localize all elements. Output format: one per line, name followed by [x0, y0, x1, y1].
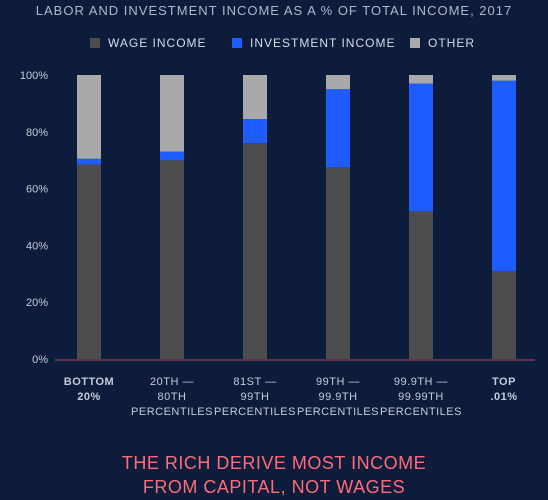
x-category-label: PERCENTILES: [380, 406, 462, 418]
y-tick-label: 100%: [20, 70, 48, 82]
x-category-label: TOP: [492, 376, 516, 388]
x-category-label: BOTTOM: [64, 376, 114, 388]
bar-segment-2-5: [492, 75, 516, 81]
y-tick-label: 40%: [26, 240, 48, 252]
y-tick-label: 80%: [26, 127, 48, 139]
bar-segment-2-4: [409, 75, 433, 84]
x-category-label: 81ST —: [233, 376, 276, 388]
x-category-label: 80TH: [158, 391, 187, 403]
legend-label-1: INVESTMENT INCOME: [250, 36, 395, 50]
x-axis-labels: BOTTOM 20% 20TH — 80TH PERCENTILES 81ST — 99TH…: [64, 376, 518, 418]
bar-segment-2-2: [243, 75, 267, 119]
bar-segment-2-1: [160, 75, 184, 152]
x-category-label: 99.99TH: [398, 391, 444, 403]
bar-segment-0-1: [160, 160, 184, 359]
x-category-label: PERCENTILES: [131, 406, 213, 418]
bar-segment-1-5: [492, 81, 516, 271]
bar-segment-0-4: [409, 211, 433, 359]
chart-caption-line-1: THE RICH DERIVE MOST INCOME: [0, 451, 548, 475]
bar-segment-1-0: [77, 159, 101, 165]
bar-segment-1-4: [409, 84, 433, 212]
legend: WAGE INCOME INVESTMENT INCOME OTHER: [90, 36, 475, 50]
stacked-bar-chart: LABOR AND INVESTMENT INCOME AS A % OF TO…: [0, 0, 548, 450]
chart-title: LABOR AND INVESTMENT INCOME AS A % OF TO…: [36, 3, 512, 18]
bar-segment-0-2: [243, 143, 267, 359]
legend-swatch-0: [90, 38, 100, 48]
bar-segment-0-5: [492, 271, 516, 359]
y-tick-label: 60%: [26, 184, 48, 196]
x-category-label: 99.9TH —: [394, 376, 448, 388]
x-category-label: 99.9TH: [318, 391, 357, 403]
bar-segment-2-0: [77, 75, 101, 159]
y-tick-label: 0%: [32, 354, 48, 366]
x-category-label: .01%: [490, 391, 517, 403]
chart-caption-line-2: FROM CAPITAL, NOT WAGES: [0, 475, 548, 499]
x-category-label: 20TH —: [150, 376, 194, 388]
bar-segment-0-0: [77, 164, 101, 359]
legend-swatch-1: [232, 38, 242, 48]
y-axis: 0% 20% 40% 60% 80% 100%: [20, 70, 48, 366]
x-category-label: PERCENTILES: [214, 406, 296, 418]
x-category-label: PERCENTILES: [297, 406, 379, 418]
bar-segment-1-2: [243, 119, 267, 143]
bar-segment-0-3: [326, 167, 350, 359]
bar-segment-1-3: [326, 89, 350, 167]
bars: [77, 75, 516, 359]
bar-segment-1-1: [160, 152, 184, 161]
legend-label-0: WAGE INCOME: [108, 36, 207, 50]
x-category-label: 99TH —: [316, 376, 360, 388]
bar-segment-2-3: [326, 75, 350, 89]
legend-label-2: OTHER: [428, 36, 475, 50]
legend-swatch-2: [410, 38, 420, 48]
x-category-label: 99TH: [241, 391, 270, 403]
x-category-label: 20%: [77, 391, 101, 403]
y-tick-label: 20%: [26, 297, 48, 309]
